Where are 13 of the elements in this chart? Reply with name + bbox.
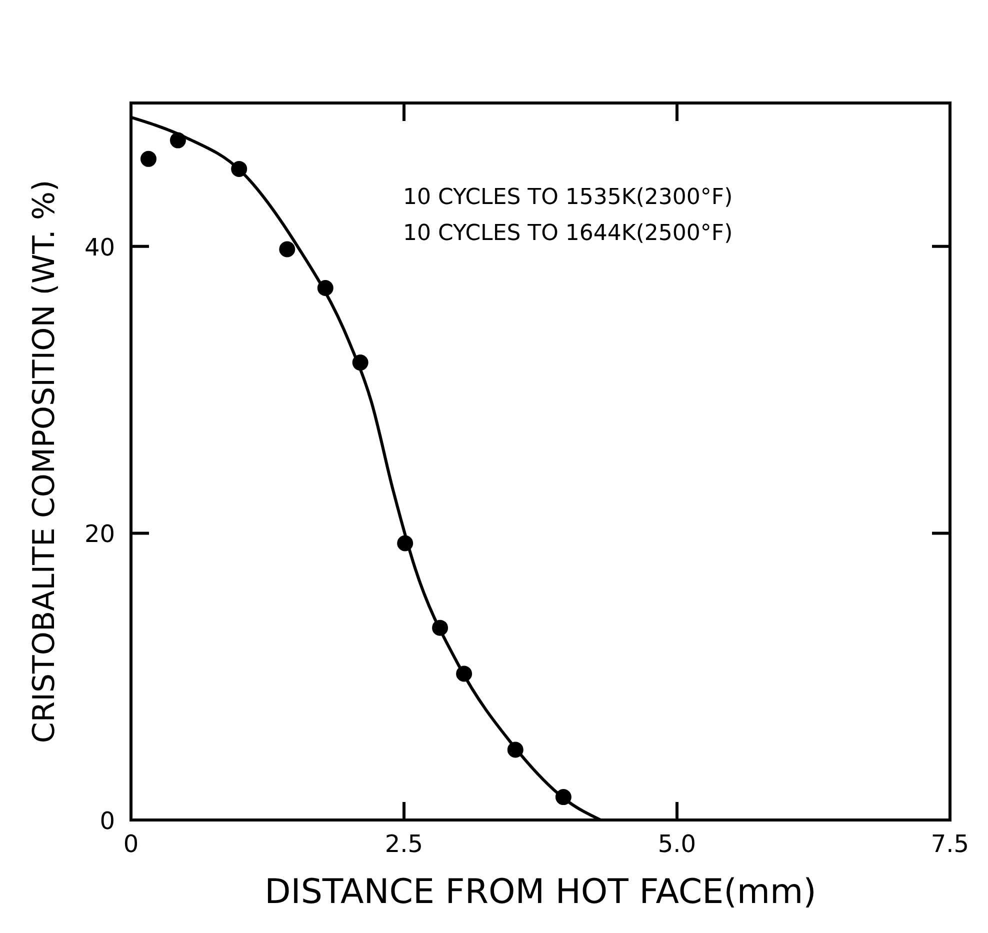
annotation: 10 CYCLES TO 1535K(2300°F) bbox=[403, 185, 733, 210]
annotation: 10 CYCLES TO 1644K(2500°F) bbox=[403, 221, 733, 246]
y-tick-label: 40 bbox=[84, 233, 115, 262]
x-tick-label: 0 bbox=[123, 830, 139, 858]
y-tick-label: 0 bbox=[100, 807, 115, 835]
x-tick-label: 5.0 bbox=[658, 830, 696, 858]
x-tick-label: 2.5 bbox=[384, 830, 424, 858]
y-axis-title: CRISTOBALITE COMPOSITION (WT. %) bbox=[27, 180, 62, 744]
x-tick-label: 7.5 bbox=[930, 830, 970, 858]
point bbox=[140, 150, 156, 167]
point bbox=[279, 241, 296, 258]
x-axis-title: DISTANCE FROM HOT FACE(mm) bbox=[264, 872, 816, 912]
y-tick-label: 20 bbox=[84, 520, 115, 548]
